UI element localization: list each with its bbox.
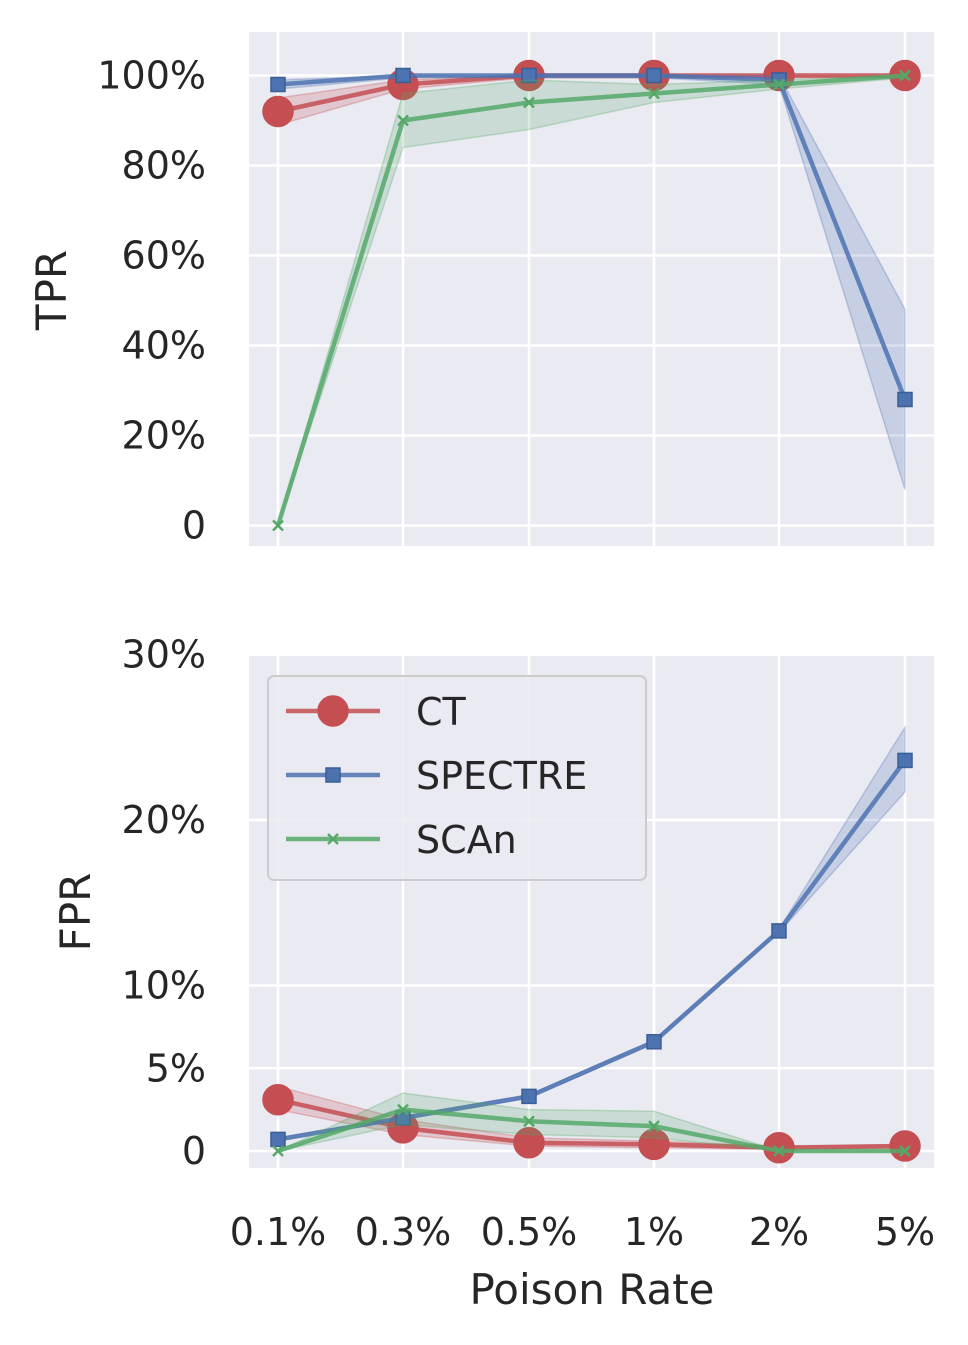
y-tick-labels: 0 5% 10% 20% 30% bbox=[122, 633, 206, 1174]
fpr-axis-label: FPR bbox=[51, 873, 100, 952]
y-tick-label: 40% bbox=[122, 324, 206, 368]
series-spectre bbox=[270, 724, 913, 1148]
x-tick-label: 2% bbox=[749, 1210, 809, 1254]
series-line bbox=[275, 73, 906, 527]
series-scan bbox=[272, 1092, 911, 1157]
data-point bbox=[523, 96, 535, 109]
x-tick-label: 0.3% bbox=[355, 1210, 452, 1254]
legend-label: CT bbox=[416, 690, 467, 734]
y-tick-label: 60% bbox=[122, 234, 206, 278]
series-scan bbox=[272, 69, 911, 532]
y-tick-label: 5% bbox=[146, 1046, 206, 1090]
series-line bbox=[277, 759, 907, 1142]
legend-box bbox=[267, 675, 647, 881]
grid bbox=[249, 32, 934, 546]
y-tick-label: 0 bbox=[182, 504, 206, 548]
plot-background bbox=[249, 32, 934, 546]
y-tick-label: 30% bbox=[122, 633, 206, 677]
x-tick-labels: 0.1% 0.3% 0.5% 1% 2% 5% bbox=[230, 1210, 935, 1254]
y-tick-label: 0 bbox=[182, 1129, 206, 1173]
legend-entry-ct: CT bbox=[286, 690, 467, 734]
x-tick-label: 0.1% bbox=[230, 1210, 327, 1254]
data-point bbox=[262, 95, 294, 128]
data-point bbox=[648, 1120, 660, 1133]
legend-entry-scan: SCAn bbox=[286, 818, 517, 862]
tpr-panel: 0 20% 40% 60% 80% 100% bbox=[97, 32, 934, 548]
x-tick-label: 1% bbox=[624, 1210, 684, 1254]
data-point bbox=[272, 519, 284, 532]
legend-entry-spectre: SPECTRE bbox=[286, 754, 587, 798]
data-point bbox=[270, 1131, 286, 1148]
legend-label: SCAn bbox=[416, 818, 517, 862]
series-line bbox=[277, 73, 908, 401]
data-point bbox=[773, 78, 785, 91]
data-point bbox=[270, 76, 286, 93]
y-tick-label: 20% bbox=[122, 414, 206, 458]
y-tick-label: 20% bbox=[122, 798, 206, 842]
y-tick-label: 10% bbox=[122, 964, 206, 1008]
data-point bbox=[773, 1145, 785, 1157]
data-point bbox=[521, 67, 537, 84]
data-point bbox=[521, 1088, 537, 1105]
data-point bbox=[897, 391, 913, 408]
legend-label: SPECTRE bbox=[416, 754, 587, 798]
data-point bbox=[395, 67, 411, 84]
x-tick-label: 5% bbox=[875, 1210, 935, 1254]
data-point bbox=[889, 1130, 921, 1162]
data-point bbox=[262, 1083, 294, 1116]
y-tick-labels: 0 20% 40% 60% 80% 100% bbox=[97, 54, 206, 548]
x-tick-label: 0.5% bbox=[481, 1210, 578, 1254]
data-point bbox=[899, 1145, 911, 1157]
data-point bbox=[523, 1115, 535, 1128]
series-line bbox=[277, 1107, 905, 1154]
data-point bbox=[272, 1145, 284, 1157]
legend-marker bbox=[327, 833, 339, 845]
data-point bbox=[646, 67, 662, 84]
data-point bbox=[899, 69, 911, 82]
series-ct bbox=[262, 1083, 921, 1164]
data-point bbox=[771, 923, 787, 939]
legend-marker bbox=[317, 695, 349, 727]
data-point bbox=[897, 752, 913, 769]
data-point bbox=[648, 87, 660, 100]
data-point bbox=[646, 1034, 662, 1050]
legend-marker bbox=[325, 767, 341, 783]
data-point bbox=[397, 114, 409, 127]
tpr-axis-label: TPR bbox=[27, 250, 76, 331]
y-tick-label: 80% bbox=[122, 144, 206, 188]
data-point bbox=[638, 1128, 670, 1161]
y-tick-label: 100% bbox=[97, 54, 206, 98]
data-point bbox=[513, 1126, 545, 1159]
data-point bbox=[397, 1103, 409, 1116]
x-axis-label: Poison Rate bbox=[469, 1265, 714, 1314]
legend: CT SPECTRE SCAn bbox=[267, 675, 647, 881]
